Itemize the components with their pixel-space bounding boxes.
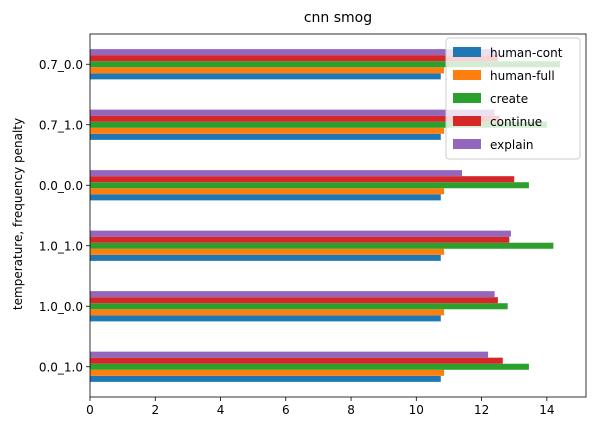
bar-human-cont-0.0_0.0 [90,194,441,201]
legend-label-human-cont: human-cont [490,46,563,60]
bar-continue-1.0_1.0 [90,236,510,243]
bar-human-cont-0.7_1.0 [90,133,441,140]
bar-human-full-1.0_0.0 [90,309,445,316]
x-tick-label: 6 [282,403,290,417]
bar-explain-0.0_0.0 [90,170,462,177]
legend-label-explain: explain [490,138,534,152]
x-tick-label: 8 [347,403,355,417]
legend-swatch-continue [453,116,481,126]
bar-explain-0.7_1.0 [90,109,495,116]
legend-swatch-explain [453,139,481,149]
bar-explain-1.0_1.0 [90,230,511,237]
legend-label-continue: continue [490,115,542,129]
bar-continue-0.0_0.0 [90,176,515,183]
legend-swatch-create [453,93,481,103]
bar-continue-0.7_0.0 [90,55,498,62]
x-tick-label: 14 [539,403,554,417]
bar-continue-1.0_0.0 [90,297,498,304]
bar-create-0.0_0.0 [90,182,529,189]
x-tick-label: 2 [151,403,159,417]
bar-human-full-0.7_1.0 [90,127,445,134]
y-tick-label: 1.0_1.0 [39,239,83,253]
legend-label-create: create [490,92,528,106]
bar-human-full-0.0_0.0 [90,188,445,195]
bar-continue-0.7_1.0 [90,115,500,122]
legend: human-cont human-full create continue explai… [445,37,581,160]
y-axis-label: temperature, frequency penalty [11,118,25,310]
bars-layer [90,49,560,382]
chart-title: cnn smog [304,10,372,26]
bar-create-0.7_1.0 [90,121,547,128]
y-tick-label: 0.0_0.0 [39,179,83,193]
bar-human-cont-1.0_0.0 [90,315,441,322]
bar-explain-0.0_1.0 [90,351,489,358]
y-tick-label: 0.7_1.0 [39,118,83,132]
bar-human-cont-0.7_0.0 [90,73,441,80]
bar-human-full-1.0_1.0 [90,248,445,255]
bar-explain-0.7_0.0 [90,49,495,56]
legend-label-human-full: human-full [490,69,555,83]
x-tick-label: 4 [217,403,225,417]
bar-human-cont-0.0_1.0 [90,375,441,382]
x-tick-label: 0 [86,403,94,417]
bar-create-0.0_1.0 [90,363,529,370]
y-tick-label: 1.0_0.0 [39,300,83,314]
y-tick-label: 0.7_0.0 [39,58,83,72]
bar-explain-1.0_0.0 [90,291,495,298]
bar-human-full-0.7_0.0 [90,67,445,74]
y-tick-label: 0.0_1.0 [39,360,83,374]
plot-frame [89,33,587,398]
legend-swatch-human-full [453,70,481,80]
legend-box [445,37,581,160]
bar-create-0.7_0.0 [90,61,560,68]
bar-create-1.0_1.0 [90,242,554,249]
legend-swatch-human-cont [453,47,481,57]
bar-human-cont-1.0_1.0 [90,254,441,261]
axes-layer: 0 2 4 6 8 10 12 14 0.0_1.0 1.0_0.0 1.0_1.0 0.0_0.0 0… [39,33,587,417]
bar-continue-0.0_1.0 [90,357,503,364]
bar-create-1.0_0.0 [90,303,508,310]
bar-human-full-0.0_1.0 [90,369,445,376]
x-tick-label: 12 [474,403,489,417]
x-tick-label: 10 [409,403,424,417]
